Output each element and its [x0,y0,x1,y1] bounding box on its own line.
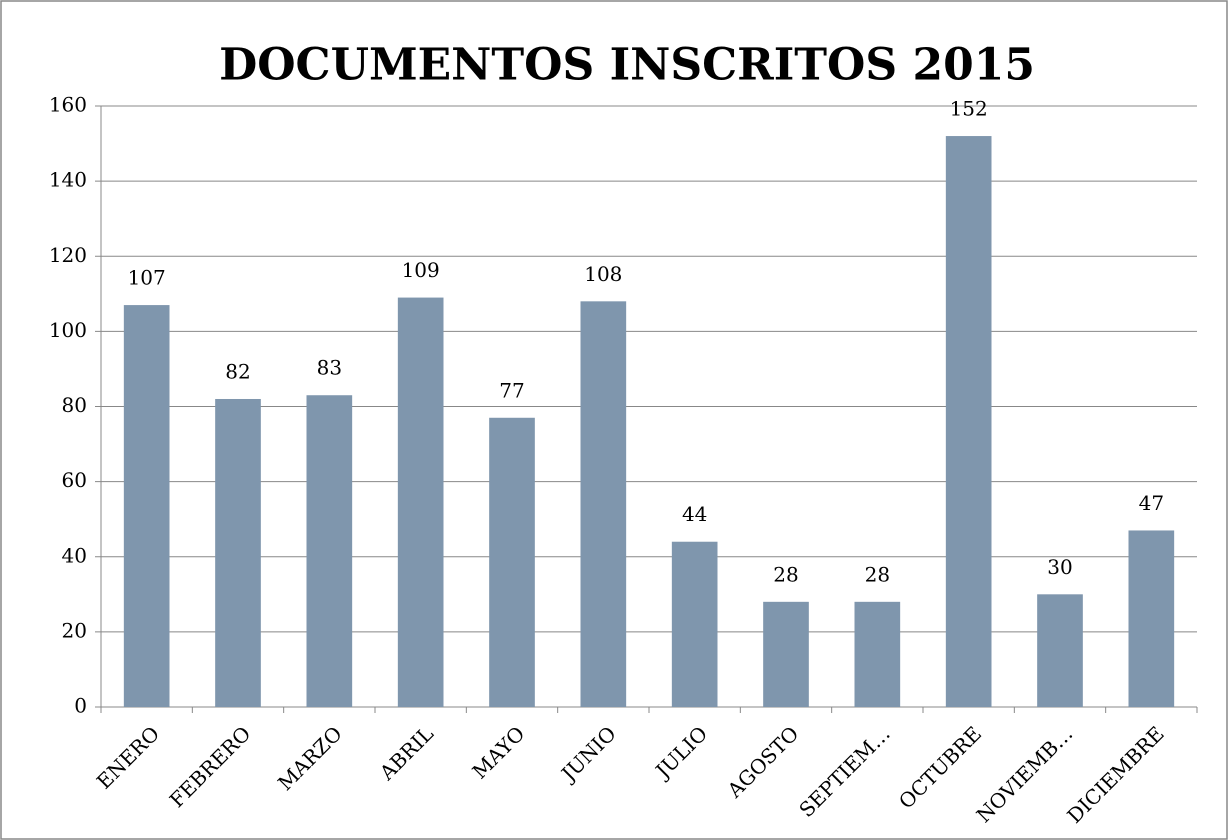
bar [306,395,353,707]
data-label: 152 [950,97,988,121]
data-label: 82 [225,359,250,383]
bar [763,601,809,707]
data-label: 108 [584,262,622,286]
y-tick-label: 60 [62,468,87,492]
bar [215,398,261,707]
bar [1037,594,1083,707]
data-label: 109 [402,258,440,282]
y-tick-label: 80 [62,393,87,417]
y-tick-label: 20 [62,618,87,642]
bar [671,541,718,707]
y-tick-label: 160 [49,93,87,117]
bar [123,305,170,707]
bar [854,601,901,707]
bar [580,301,627,707]
y-tick-label: 140 [49,168,87,192]
data-label: 47 [1139,491,1164,515]
y-tick-label: 40 [62,543,87,567]
data-label: 28 [773,562,798,586]
data-label: 83 [317,356,342,380]
y-tick-label: 120 [49,243,87,267]
bar [945,136,992,708]
bar [1128,530,1175,707]
data-label: 107 [128,266,166,290]
chart-title: DOCUMENTOS INSCRITOS 2015 [219,40,1035,91]
data-label: 77 [499,378,524,402]
bar [397,297,444,707]
data-label: 30 [1047,555,1072,579]
y-tick-label: 0 [74,694,87,718]
bar [489,417,535,707]
data-label: 28 [865,562,890,586]
data-label: 44 [682,502,707,526]
y-tick-label: 100 [49,318,87,342]
